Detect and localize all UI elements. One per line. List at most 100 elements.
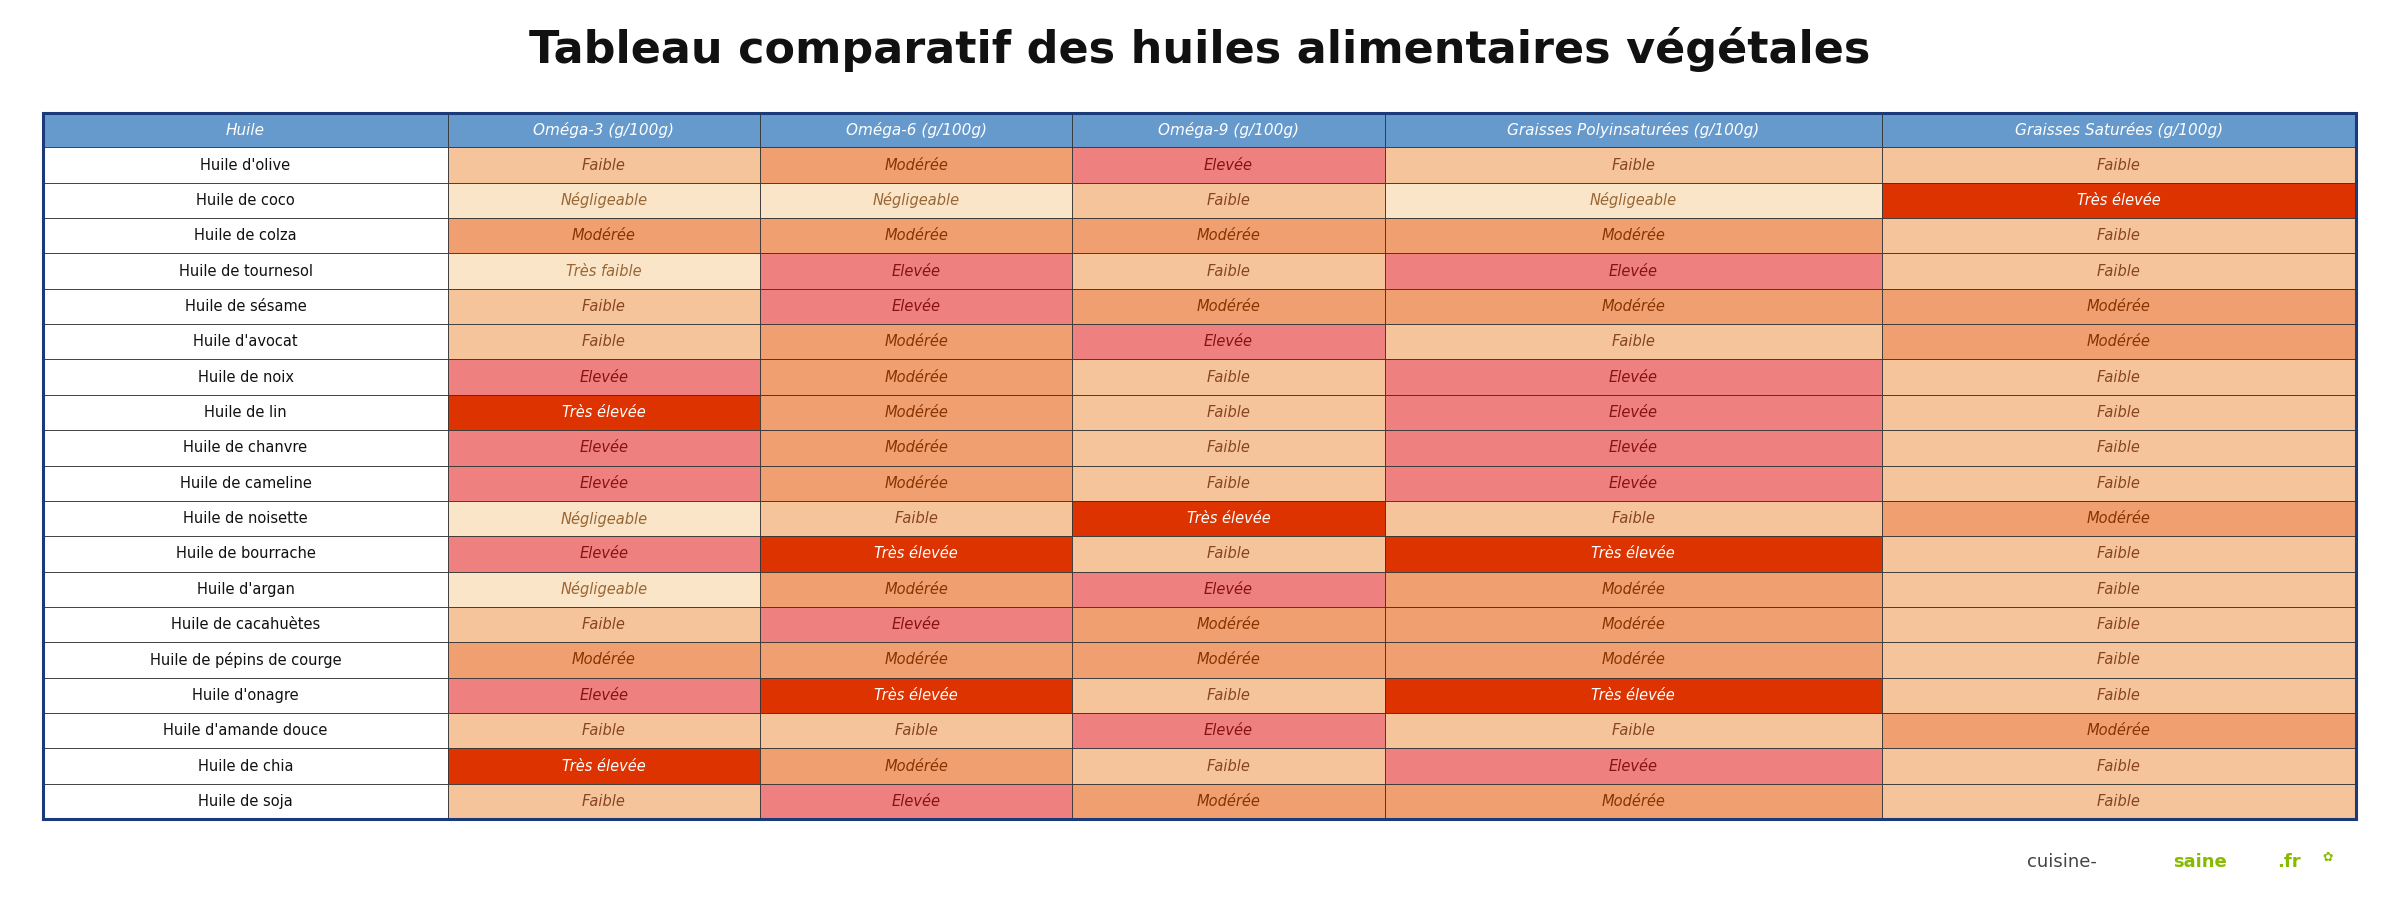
Text: Huile d'avocat: Huile d'avocat	[194, 334, 297, 349]
FancyBboxPatch shape	[760, 572, 1072, 607]
Text: Très élevée: Très élevée	[873, 688, 957, 703]
Text: Huile de chia: Huile de chia	[197, 758, 293, 774]
FancyBboxPatch shape	[760, 289, 1072, 324]
Text: Modérée: Modérée	[1197, 228, 1259, 243]
Text: Modérée: Modérée	[1600, 582, 1665, 596]
Text: Elevée: Elevée	[892, 299, 940, 314]
Text: Très élevée: Très élevée	[873, 547, 957, 561]
FancyBboxPatch shape	[1384, 607, 1881, 643]
FancyBboxPatch shape	[1072, 537, 1384, 572]
Text: ✿: ✿	[2322, 851, 2332, 863]
FancyBboxPatch shape	[760, 500, 1072, 537]
Text: Faible: Faible	[2097, 688, 2140, 703]
Text: Faible: Faible	[583, 299, 626, 314]
FancyBboxPatch shape	[43, 395, 449, 430]
Text: Elevée: Elevée	[892, 794, 940, 809]
FancyBboxPatch shape	[43, 537, 449, 572]
Text: Modérée: Modérée	[885, 653, 948, 668]
Text: Modérée: Modérée	[1600, 617, 1665, 632]
FancyBboxPatch shape	[449, 359, 760, 395]
FancyBboxPatch shape	[43, 324, 449, 359]
FancyBboxPatch shape	[1072, 289, 1384, 324]
FancyBboxPatch shape	[1881, 678, 2356, 713]
Text: Elevée: Elevée	[581, 688, 629, 703]
Text: Modérée: Modérée	[885, 758, 948, 774]
Text: Faible: Faible	[2097, 476, 2140, 491]
Text: Huile de sésame: Huile de sésame	[185, 299, 307, 314]
FancyBboxPatch shape	[1072, 324, 1384, 359]
FancyBboxPatch shape	[449, 395, 760, 430]
FancyBboxPatch shape	[1881, 253, 2356, 289]
FancyBboxPatch shape	[43, 465, 449, 500]
FancyBboxPatch shape	[449, 678, 760, 713]
FancyBboxPatch shape	[1881, 643, 2356, 678]
Text: Huile de colza: Huile de colza	[194, 228, 297, 243]
Text: Modérée: Modérée	[571, 228, 636, 243]
Text: Modérée: Modérée	[885, 476, 948, 491]
Text: Elevée: Elevée	[1204, 582, 1252, 596]
Text: Négligeable: Négligeable	[561, 581, 648, 597]
Text: Huile de cacahuètes: Huile de cacahuètes	[170, 617, 319, 632]
Text: Modérée: Modérée	[885, 228, 948, 243]
FancyBboxPatch shape	[449, 253, 760, 289]
FancyBboxPatch shape	[1384, 537, 1881, 572]
FancyBboxPatch shape	[760, 713, 1072, 748]
Text: Huile de pépins de courge: Huile de pépins de courge	[149, 652, 341, 668]
FancyBboxPatch shape	[1384, 465, 1881, 500]
FancyBboxPatch shape	[1072, 465, 1384, 500]
FancyBboxPatch shape	[1384, 253, 1881, 289]
FancyBboxPatch shape	[760, 465, 1072, 500]
Text: Négligeable: Négligeable	[873, 193, 960, 208]
FancyBboxPatch shape	[449, 713, 760, 748]
Text: Elevée: Elevée	[1610, 369, 1658, 385]
FancyBboxPatch shape	[1881, 500, 2356, 537]
Text: Huile de tournesol: Huile de tournesol	[178, 263, 312, 279]
FancyBboxPatch shape	[1881, 784, 2356, 819]
Text: Modérée: Modérée	[885, 582, 948, 596]
FancyBboxPatch shape	[1384, 572, 1881, 607]
Text: Graisses Saturées (g/100g): Graisses Saturées (g/100g)	[2015, 122, 2224, 138]
Text: Huile de cameline: Huile de cameline	[180, 476, 312, 491]
Text: Elevée: Elevée	[1610, 476, 1658, 491]
FancyBboxPatch shape	[1384, 113, 1881, 148]
Text: Négligeable: Négligeable	[561, 193, 648, 208]
Text: Faible: Faible	[1207, 441, 1250, 455]
FancyBboxPatch shape	[1072, 678, 1384, 713]
Text: Huile: Huile	[226, 123, 264, 138]
FancyBboxPatch shape	[760, 537, 1072, 572]
Text: Modérée: Modérée	[571, 653, 636, 668]
FancyBboxPatch shape	[1072, 713, 1384, 748]
FancyBboxPatch shape	[449, 748, 760, 784]
Text: Oméga-6 (g/100g): Oméga-6 (g/100g)	[847, 122, 986, 138]
FancyBboxPatch shape	[760, 183, 1072, 218]
FancyBboxPatch shape	[1881, 218, 2356, 253]
Text: Modérée: Modérée	[2087, 334, 2152, 349]
FancyBboxPatch shape	[1384, 359, 1881, 395]
FancyBboxPatch shape	[449, 643, 760, 678]
Text: Faible: Faible	[1207, 369, 1250, 385]
Text: Elevée: Elevée	[892, 263, 940, 279]
Text: Huile d'onagre: Huile d'onagre	[192, 688, 300, 703]
FancyBboxPatch shape	[1384, 218, 1881, 253]
Text: Faible: Faible	[1207, 476, 1250, 491]
FancyBboxPatch shape	[760, 678, 1072, 713]
Text: Elevée: Elevée	[1610, 441, 1658, 455]
Text: Huile de noix: Huile de noix	[197, 369, 293, 385]
Text: Modérée: Modérée	[2087, 511, 2152, 526]
FancyBboxPatch shape	[43, 784, 449, 819]
FancyBboxPatch shape	[449, 784, 760, 819]
FancyBboxPatch shape	[1072, 430, 1384, 465]
Text: Modérée: Modérée	[1600, 653, 1665, 668]
Text: Huile de soja: Huile de soja	[199, 794, 293, 809]
Text: Faible: Faible	[2097, 228, 2140, 243]
FancyBboxPatch shape	[760, 253, 1072, 289]
Text: Elevée: Elevée	[1204, 723, 1252, 738]
FancyBboxPatch shape	[1384, 678, 1881, 713]
Text: Modérée: Modérée	[885, 405, 948, 420]
FancyBboxPatch shape	[760, 359, 1072, 395]
Text: Huile d'olive: Huile d'olive	[202, 157, 290, 173]
FancyBboxPatch shape	[449, 148, 760, 183]
Text: Faible: Faible	[895, 511, 938, 526]
FancyBboxPatch shape	[43, 607, 449, 643]
Text: Très élevée: Très élevée	[561, 758, 645, 774]
